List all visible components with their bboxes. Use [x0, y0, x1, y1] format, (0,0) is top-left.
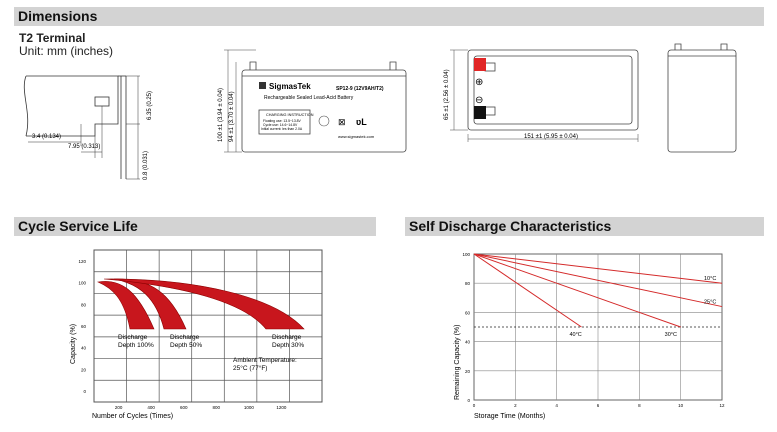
series-label: 30°C — [665, 332, 677, 338]
self-discharge-ytick: 40 — [465, 340, 471, 345]
positive-terminal — [474, 58, 486, 71]
self-discharge-ytick: 60 — [465, 310, 471, 315]
label-discharge-50-b: Depth 50% — [170, 342, 202, 349]
recycle-icon — [318, 115, 330, 127]
charging-line-3: Initial current: les than 2.0A — [261, 127, 303, 131]
series-label: 10°C — [704, 276, 716, 282]
self-discharge-ylabel: Remaining Capacity (%) — [454, 325, 461, 400]
cycle-life-ytick: 120 — [78, 259, 86, 264]
top-depth: 65 ±1 (2.56 ± 0.04) — [444, 69, 450, 120]
cycle-life-ytick: 20 — [81, 367, 87, 372]
charging-line-1: Floating use: 13.5~13.8V — [263, 119, 302, 123]
band-depth-100 — [96, 281, 155, 330]
band-depth-30 — [103, 278, 305, 330]
cycle-life-xtick: 200 — [115, 405, 123, 410]
series-line — [473, 253, 582, 328]
self-discharge-xtick: 8 — [638, 403, 641, 408]
label-discharge-100-a: Discharge — [118, 334, 148, 341]
cycle-life-xtick: 1000 — [244, 405, 255, 410]
cycle-life-yticks: 0 20 40 60 80 100 120 — [78, 259, 86, 394]
cycle-life-xticks: 200 400 600 800 1000 1200 — [115, 405, 287, 410]
top-length: 151 ±1 (5.95 ± 0.04) — [524, 134, 578, 140]
battery-top-view: ⊕ ⊖ 65 ±1 (2.56 ± 0.04) 151 ±1 (5.95 ± 0… — [444, 49, 639, 142]
battery-side-view — [667, 43, 737, 153]
self-discharge-xtick: 0 — [473, 403, 476, 408]
self-discharge-xtick: 4 — [555, 403, 558, 408]
brand-logo-mark — [259, 82, 266, 89]
terminal-width-b: 7.95 (0.313) — [68, 144, 100, 150]
charging-title: CHARGING INSTRUCTION — [266, 113, 314, 117]
plus-icon: ⊕ — [475, 77, 483, 88]
cycle-life-ytick: 0 — [83, 389, 86, 394]
label-ambient-a: Ambient Temperature: — [233, 357, 297, 364]
cycle-life-frame — [93, 249, 323, 403]
cycle-life-bands — [96, 278, 305, 330]
minus-icon: ⊖ — [475, 95, 483, 106]
dimensions-header: Dimensions — [14, 7, 764, 26]
cycle-life-xlabel: Number of Cycles (Times) — [92, 413, 173, 420]
cycle-life-ylabel: Capacity (%) — [70, 324, 77, 364]
cycle-life-chart: 0 20 40 60 80 100 120 200 400 600 800 1000 1200 Cap… — [70, 249, 323, 420]
label-discharge-30-a: Discharge — [272, 334, 302, 341]
self-discharge-xticks: 0 2 4 6 8 10 12 — [473, 403, 725, 408]
bin-icon: ⊠ — [338, 117, 346, 127]
terminal-width-a: 3.4 (0.134) — [32, 134, 61, 140]
cycle-life-ytick: 60 — [81, 324, 87, 329]
front-height-case: 94 ±1 (3.70 ± 0.04) — [229, 91, 235, 142]
unit-label: Unit: mm (inches) — [19, 44, 114, 58]
cycle-life-xtick: 1200 — [276, 405, 287, 410]
self-discharge-header: Self Discharge Characteristics — [405, 217, 764, 236]
label-ambient-b: 25°C (77°F) — [233, 364, 267, 372]
series-label: 25°C — [704, 300, 716, 306]
terminal-thickness: 0.8 (0.031) — [143, 151, 149, 180]
front-height-overall: 100 ±1 (3.94 ± 0.04) — [218, 88, 224, 142]
self-discharge-xtick: 10 — [678, 403, 684, 408]
cycle-life-xtick: 400 — [147, 405, 155, 410]
self-discharge-xtick: 6 — [597, 403, 600, 408]
series-line — [473, 253, 681, 328]
label-discharge-50-a: Discharge — [170, 334, 200, 341]
cycle-life-xtick: 800 — [213, 405, 221, 410]
self-discharge-yticks: 0 20 40 60 80 100 — [462, 252, 470, 403]
self-discharge-ytick: 20 — [465, 369, 471, 374]
self-discharge-xtick: 2 — [514, 403, 517, 408]
label-discharge-100-b: Depth 100% — [118, 342, 154, 349]
ul-icon: ʋL — [356, 117, 367, 127]
self-discharge-series-labels: 10°C 25°C 30°C 40°C — [569, 276, 716, 338]
cycle-life-ytick: 100 — [78, 281, 86, 286]
battery-front-view: SigmasTek SP12-9 (12V9AH/T2) Rechargeabl… — [218, 49, 407, 153]
cycle-life-xtick: 600 — [180, 405, 188, 410]
charging-line-2: Cycle use: 14.6~14.8V — [263, 123, 298, 127]
terminal-height: 6.35 (0.25) — [147, 91, 153, 120]
self-discharge-ytick: 0 — [467, 398, 470, 403]
self-discharge-ytick: 100 — [462, 252, 470, 257]
cycle-life-ytick: 40 — [81, 346, 87, 351]
self-discharge-lines — [473, 253, 723, 328]
self-discharge-xtick: 12 — [719, 403, 725, 408]
cycle-life-header: Cycle Service Life — [14, 217, 376, 236]
cycle-life-ytick: 80 — [81, 302, 87, 307]
negative-terminal — [474, 106, 486, 119]
terminal-title: T2 Terminal — [19, 31, 86, 45]
terminal-drawing: 3.4 (0.134) 7.95 (0.313) 6.35 (0.25) 0.8… — [23, 75, 153, 180]
label-discharge-30-b: Depth 30% — [272, 342, 304, 349]
battery-website: www.sigmastek.com — [338, 134, 375, 139]
series-line — [473, 253, 723, 308]
battery-brand: SigmasTek — [269, 82, 311, 91]
series-label: 40°C — [569, 332, 581, 338]
series-line — [473, 253, 723, 284]
self-discharge-xlabel: Storage Time (Months) — [474, 413, 545, 420]
battery-subtitle: Rechargeable Sealed Lead-Acid Battery — [264, 95, 354, 101]
self-discharge-ytick: 80 — [465, 281, 471, 286]
battery-model: SP12-9 (12V9AH/T2) — [336, 86, 384, 92]
